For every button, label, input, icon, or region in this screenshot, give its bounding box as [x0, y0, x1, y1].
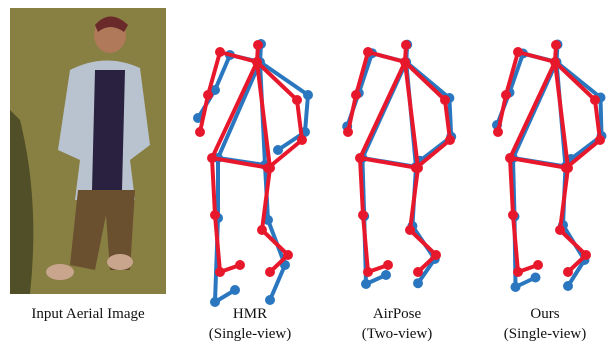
joint — [253, 40, 263, 50]
bone — [212, 158, 215, 215]
joint — [400, 57, 410, 67]
caption-title: Ours — [530, 306, 559, 322]
joint — [550, 57, 560, 67]
joint — [511, 282, 521, 292]
joint — [413, 163, 423, 173]
joint — [533, 260, 543, 270]
joint — [230, 285, 240, 295]
joint — [273, 145, 283, 155]
joint — [361, 279, 371, 289]
bone — [410, 230, 436, 255]
joint — [551, 40, 561, 50]
joint — [405, 225, 415, 235]
bone — [566, 140, 600, 168]
joint — [590, 95, 600, 105]
bone — [510, 158, 568, 168]
joint — [343, 127, 353, 137]
shoe — [46, 264, 74, 280]
aerial-image — [10, 8, 166, 294]
joint — [555, 225, 565, 235]
joint — [363, 47, 373, 57]
joint — [235, 260, 245, 270]
joint — [563, 163, 573, 173]
joint — [513, 267, 523, 277]
joint — [505, 153, 515, 163]
bone — [498, 95, 506, 132]
bone — [416, 140, 450, 168]
joint — [257, 225, 267, 235]
joint — [351, 90, 361, 100]
caption-title: HMR — [233, 306, 267, 322]
joint — [440, 95, 450, 105]
joint — [493, 127, 503, 137]
joint — [283, 250, 293, 260]
bone — [560, 230, 586, 255]
skeletons — [193, 39, 607, 307]
caption-title: AirPose — [373, 306, 422, 322]
caption-subtitle: (Two-view) — [362, 326, 433, 342]
joint — [297, 135, 307, 145]
joint — [252, 57, 262, 67]
bone — [360, 62, 405, 158]
joint — [203, 90, 213, 100]
joint — [595, 135, 605, 145]
shoe — [107, 254, 133, 270]
figure: Input Aerial Image HMR (Single-view) Air… — [0, 0, 607, 345]
joint — [381, 270, 391, 280]
joint — [581, 250, 591, 260]
joint — [413, 267, 423, 277]
joint — [265, 295, 275, 305]
joint — [215, 47, 225, 57]
joint — [292, 95, 302, 105]
joint — [413, 278, 423, 288]
caption-subtitle: (Single-view) — [209, 326, 291, 342]
caption: Input Aerial Image — [31, 306, 145, 322]
shirt — [92, 70, 125, 190]
joint — [265, 163, 275, 173]
joint — [513, 47, 523, 57]
caption-subtitle: (Single-view) — [504, 326, 586, 342]
joint — [303, 90, 313, 100]
bone — [360, 158, 418, 168]
joint — [210, 210, 220, 220]
joint — [215, 267, 225, 277]
joint — [563, 281, 573, 291]
bone — [555, 62, 568, 168]
joint — [355, 153, 365, 163]
joint — [207, 153, 217, 163]
joint — [265, 267, 275, 277]
joint — [195, 127, 205, 137]
bone — [297, 100, 302, 140]
joint — [531, 273, 541, 283]
joint — [401, 40, 411, 50]
joint — [383, 260, 393, 270]
joint — [431, 250, 441, 260]
bone — [305, 95, 308, 132]
joint — [210, 297, 220, 307]
joint — [358, 210, 368, 220]
joint — [563, 267, 573, 277]
joint — [363, 267, 373, 277]
joint — [501, 90, 511, 100]
bone — [405, 62, 418, 168]
joint — [445, 135, 455, 145]
joint — [508, 210, 518, 220]
bone — [218, 62, 260, 158]
